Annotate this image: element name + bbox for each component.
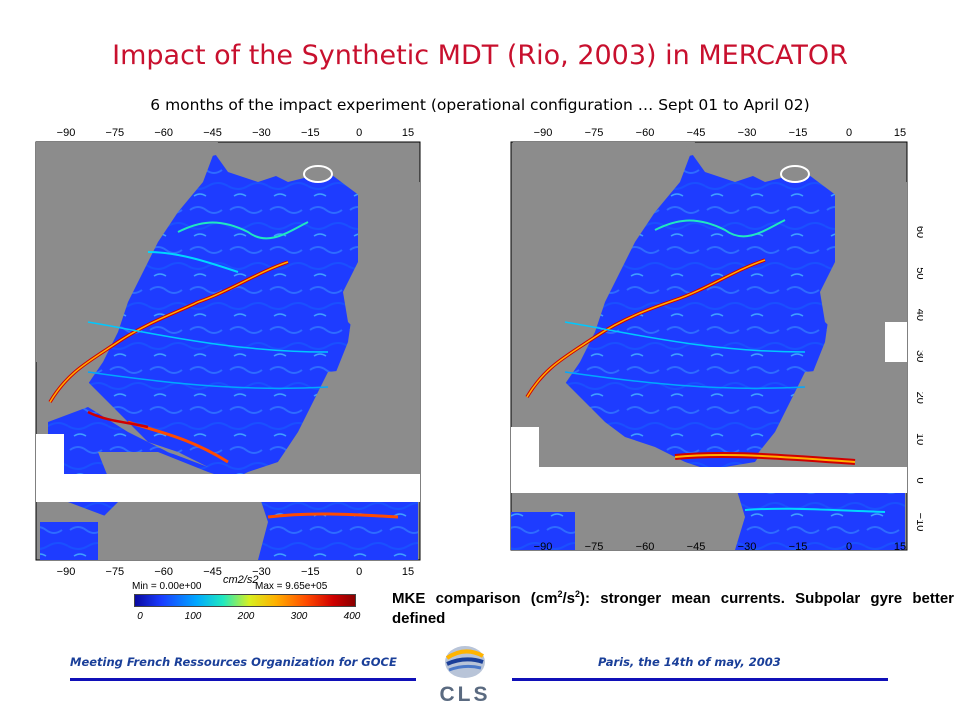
lon-tick-top: 15 — [894, 127, 906, 139]
lat-tick: 60 — [914, 226, 923, 238]
caption-sup-1: 2 — [557, 589, 563, 599]
lon-tick-bottom: 0 — [356, 566, 362, 578]
lat-tick: 10 — [914, 433, 923, 445]
lon-tick-top: −45 — [203, 127, 222, 139]
lon-tick-bottom: −60 — [154, 566, 173, 578]
lon-tick-top: −60 — [154, 127, 173, 139]
lat-tick: 40 — [914, 309, 923, 321]
lon-tick-top: −15 — [789, 127, 808, 139]
footer-rule-right — [512, 678, 888, 681]
iceland-land — [303, 165, 333, 183]
lat-tick: 20 — [914, 392, 923, 404]
lon-tick-top: −90 — [57, 127, 76, 139]
lat-tick: 20 — [28, 395, 31, 407]
lon-tick-bottom: 15 — [894, 541, 906, 553]
lon-tick-bottom: −45 — [203, 566, 222, 578]
lon-tick-bottom: −90 — [57, 566, 76, 578]
lon-tick-top: −75 — [106, 127, 125, 139]
caption-sup-2: 2 — [575, 589, 581, 599]
lat-tick: 30 — [914, 350, 923, 362]
colorbar-ticks: 0 100 200 300 400 — [134, 611, 364, 623]
mke-map-left: −90 −75 −60 −45 −30 −15 0 15 −90 −75 −60 −45 −30 −15… — [28, 122, 428, 584]
colorbar-tick-label: 0 — [137, 611, 143, 622]
equator-mask — [36, 474, 420, 502]
lat-tick: 50 — [28, 267, 31, 279]
lat-tick: 50 — [914, 267, 923, 279]
lon-tick-top: −45 — [687, 127, 706, 139]
lon-tick-bottom: −75 — [106, 566, 125, 578]
europe-land — [343, 182, 420, 382]
lon-tick-bottom: 0 — [846, 541, 852, 553]
cls-logo-icon — [445, 646, 485, 678]
footer-rule-left — [70, 678, 416, 681]
cls-logo-text: CLS — [439, 683, 491, 706]
lat-tick: 60 — [28, 224, 31, 236]
north-america-land — [36, 142, 218, 384]
colorbar-tick-label: 200 — [237, 611, 255, 622]
lon-tick-bottom: −45 — [687, 541, 706, 553]
slide-title: Impact of the Synthetic MDT (Rio, 2003) … — [112, 40, 848, 71]
lon-tick-top: −75 — [585, 127, 604, 139]
lon-tick-top: −60 — [636, 127, 655, 139]
lat-tick: −10 — [28, 521, 31, 540]
lon-tick-bottom: −15 — [789, 541, 808, 553]
lon-tick-top: 0 — [846, 127, 852, 139]
lon-tick-top: −30 — [738, 127, 757, 139]
footer-meeting-text: Meeting French Ressources Organization f… — [70, 655, 397, 669]
caption-text-2: /s — [562, 590, 576, 607]
lon-tick-bottom: 15 — [402, 566, 414, 578]
caption-text-3: ): stronger mean currents. Subpolar gyre… — [392, 590, 954, 627]
africa-land — [278, 362, 420, 484]
caption-text-1: MKE comparison (cm — [392, 590, 558, 607]
colorbar-tick-label: 100 — [184, 611, 202, 622]
lon-tick-top: 0 — [356, 127, 362, 139]
lat-tick: 0 — [914, 478, 923, 484]
colorbar-tick-label: 300 — [290, 611, 308, 622]
greenland-land — [208, 144, 298, 182]
lon-tick-top: −30 — [252, 127, 271, 139]
figure-caption: MKE comparison (cm2/s2): stronger mean c… — [392, 584, 954, 629]
lon-tick-bottom: −75 — [585, 541, 604, 553]
colorbar-min-label: Min = 0.00e+00 — [132, 581, 202, 592]
lat-tick: 40 — [28, 310, 31, 322]
lon-tick-bottom: −60 — [636, 541, 655, 553]
colorbar-tick-label: 400 — [343, 611, 361, 622]
lon-tick-bottom: −30 — [738, 541, 757, 553]
lon-tick-top: 15 — [402, 127, 414, 139]
lat-tick: 10 — [28, 438, 31, 450]
lon-tick-top: −15 — [301, 127, 320, 139]
cls-logo: CLS — [425, 640, 505, 715]
footer-date-text: Paris, the 14th of may, 2003 — [598, 655, 781, 669]
colorbar: Min = 0.00e+00 cm2/s2 Max = 9.65e+05 0 10… — [105, 574, 367, 632]
lat-tick: −10 — [914, 513, 923, 532]
lon-tick-bottom: −30 — [252, 566, 271, 578]
lon-tick-bottom: −90 — [534, 541, 553, 553]
lon-tick-top: −90 — [534, 127, 553, 139]
lat-tick: 0 — [28, 484, 31, 490]
slide-subtitle: 6 months of the impact experiment (opera… — [150, 96, 810, 114]
lat-tick: 30 — [28, 352, 31, 364]
colorbar-unit-label: cm2/s2 — [223, 574, 259, 586]
mke-map-right: −90 −75 −60 −45 −30 −15 0 15 −90 −75 −60 −45 −30 −15… — [505, 122, 923, 554]
lon-tick-bottom: −15 — [301, 566, 320, 578]
colorbar-max-label: Max = 9.65e+05 — [255, 581, 328, 592]
colorbar-gradient — [134, 594, 356, 607]
